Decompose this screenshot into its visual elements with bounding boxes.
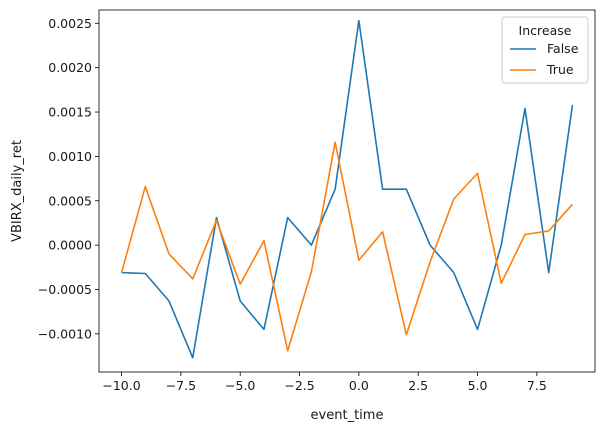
y-axis-label: VBIRX_daily_ret xyxy=(10,140,25,242)
y-tick-label: 0.0025 xyxy=(48,16,92,31)
legend-label-false: False xyxy=(547,41,579,56)
x-tick-label: −2.5 xyxy=(284,378,314,393)
series-line-true xyxy=(120,141,574,352)
x-tick-label: 0.0 xyxy=(349,378,369,393)
x-tick-label: 5.0 xyxy=(468,378,488,393)
series-line-false xyxy=(121,19,574,359)
y-tick-label: 0.0000 xyxy=(48,238,92,253)
series-lines xyxy=(120,19,574,359)
y-tick-label: −0.0005 xyxy=(38,282,92,297)
y-tick-label: −0.0010 xyxy=(38,326,92,341)
legend-label-true: True xyxy=(546,62,574,77)
legend-box xyxy=(501,16,589,84)
y-tick-label: 0.0010 xyxy=(48,149,92,164)
y-axis: −0.0010 −0.0005 0.0000 0.0005 0.0010 0.0015 0.… xyxy=(38,16,99,341)
x-tick-label: 2.5 xyxy=(408,378,428,393)
x-axis: −10.0 −7.5 −5.0 −2.5 0.0 2.5 5.0 7.5 xyxy=(102,372,547,393)
legend: Increase False True xyxy=(501,16,589,84)
x-tick-label: 7.5 xyxy=(527,378,547,393)
y-tick-label: 0.0020 xyxy=(48,60,92,75)
y-tick-label: 0.0005 xyxy=(48,193,92,208)
plot-frame xyxy=(98,9,596,373)
x-axis-label: event_time xyxy=(311,408,384,423)
x-tick-label: −10.0 xyxy=(102,378,140,393)
legend-title: Increase xyxy=(519,23,572,38)
y-tick-label: 0.0015 xyxy=(48,105,92,120)
x-tick-label: −7.5 xyxy=(166,378,196,393)
x-tick-label: −5.0 xyxy=(225,378,255,393)
